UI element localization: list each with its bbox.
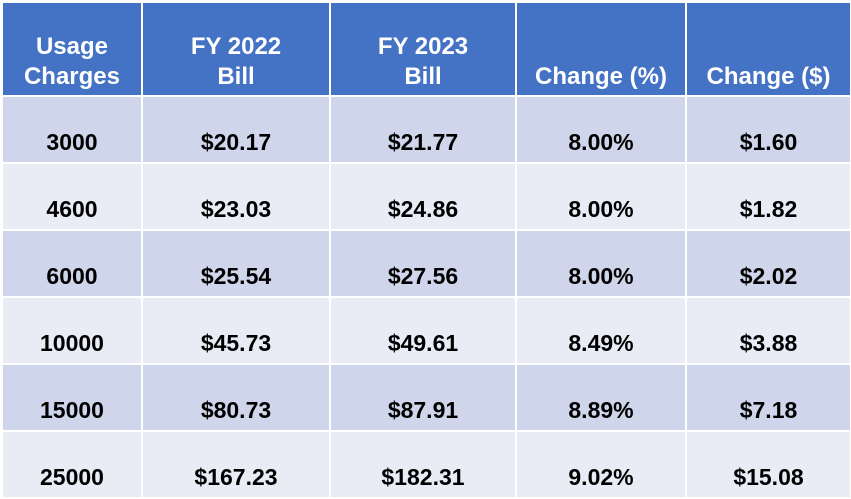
- cell-usage: 4600: [1, 162, 143, 231]
- cell-usage: 25000: [1, 430, 143, 499]
- cell-change-dollar: $1.60: [685, 95, 851, 164]
- cell-fy2022-bill: $25.54: [141, 229, 331, 298]
- cell-change-percent: 8.00%: [515, 162, 687, 231]
- cell-change-dollar: $2.02: [685, 229, 851, 298]
- cell-change-dollar: $7.18: [685, 363, 851, 432]
- cell-fy2022-bill: $167.23: [141, 430, 331, 499]
- cell-fy2023-bill: $27.56: [329, 229, 517, 298]
- cell-change-dollar: $15.08: [685, 430, 851, 499]
- cell-fy2022-bill: $80.73: [141, 363, 331, 432]
- cell-change-percent: 8.00%: [515, 229, 687, 298]
- cell-fy2022-bill: $20.17: [141, 95, 331, 164]
- header-change-dollar: Change ($): [685, 1, 851, 97]
- cell-fy2022-bill: $45.73: [141, 296, 331, 365]
- cell-fy2023-bill: $87.91: [329, 363, 517, 432]
- cell-fy2022-bill: $23.03: [141, 162, 331, 231]
- cell-change-dollar: $1.82: [685, 162, 851, 231]
- cell-change-percent: 8.49%: [515, 296, 687, 365]
- cell-usage: 6000: [1, 229, 143, 298]
- cell-change-percent: 8.89%: [515, 363, 687, 432]
- header-usage-charges: Usage Charges: [1, 1, 143, 97]
- cell-usage: 15000: [1, 363, 143, 432]
- cell-usage: 10000: [1, 296, 143, 365]
- cell-change-percent: 8.00%: [515, 95, 687, 164]
- header-row: Usage Charges FY 2022 Bill FY 2023 Bill …: [1, 1, 851, 97]
- cell-change-dollar: $3.88: [685, 296, 851, 365]
- cell-change-percent: 9.02%: [515, 430, 687, 499]
- cell-fy2023-bill: $49.61: [329, 296, 517, 365]
- table-row: 4600 $23.03 $24.86 8.00% $1.82: [1, 162, 851, 231]
- cell-fy2023-bill: $182.31: [329, 430, 517, 499]
- header-change-percent: Change (%): [515, 1, 687, 97]
- header-fy2023-bill: FY 2023 Bill: [329, 1, 517, 97]
- table-row: 10000 $45.73 $49.61 8.49% $3.88: [1, 296, 851, 365]
- header-fy2022-bill: FY 2022 Bill: [141, 1, 331, 97]
- cell-fy2023-bill: $21.77: [329, 95, 517, 164]
- cell-fy2023-bill: $24.86: [329, 162, 517, 231]
- cell-usage: 3000: [1, 95, 143, 164]
- table-row: 6000 $25.54 $27.56 8.00% $2.02: [1, 229, 851, 298]
- table-row: 25000 $167.23 $182.31 9.02% $15.08: [1, 430, 851, 499]
- table-row: 15000 $80.73 $87.91 8.89% $7.18: [1, 363, 851, 432]
- table-row: 3000 $20.17 $21.77 8.00% $1.60: [1, 95, 851, 164]
